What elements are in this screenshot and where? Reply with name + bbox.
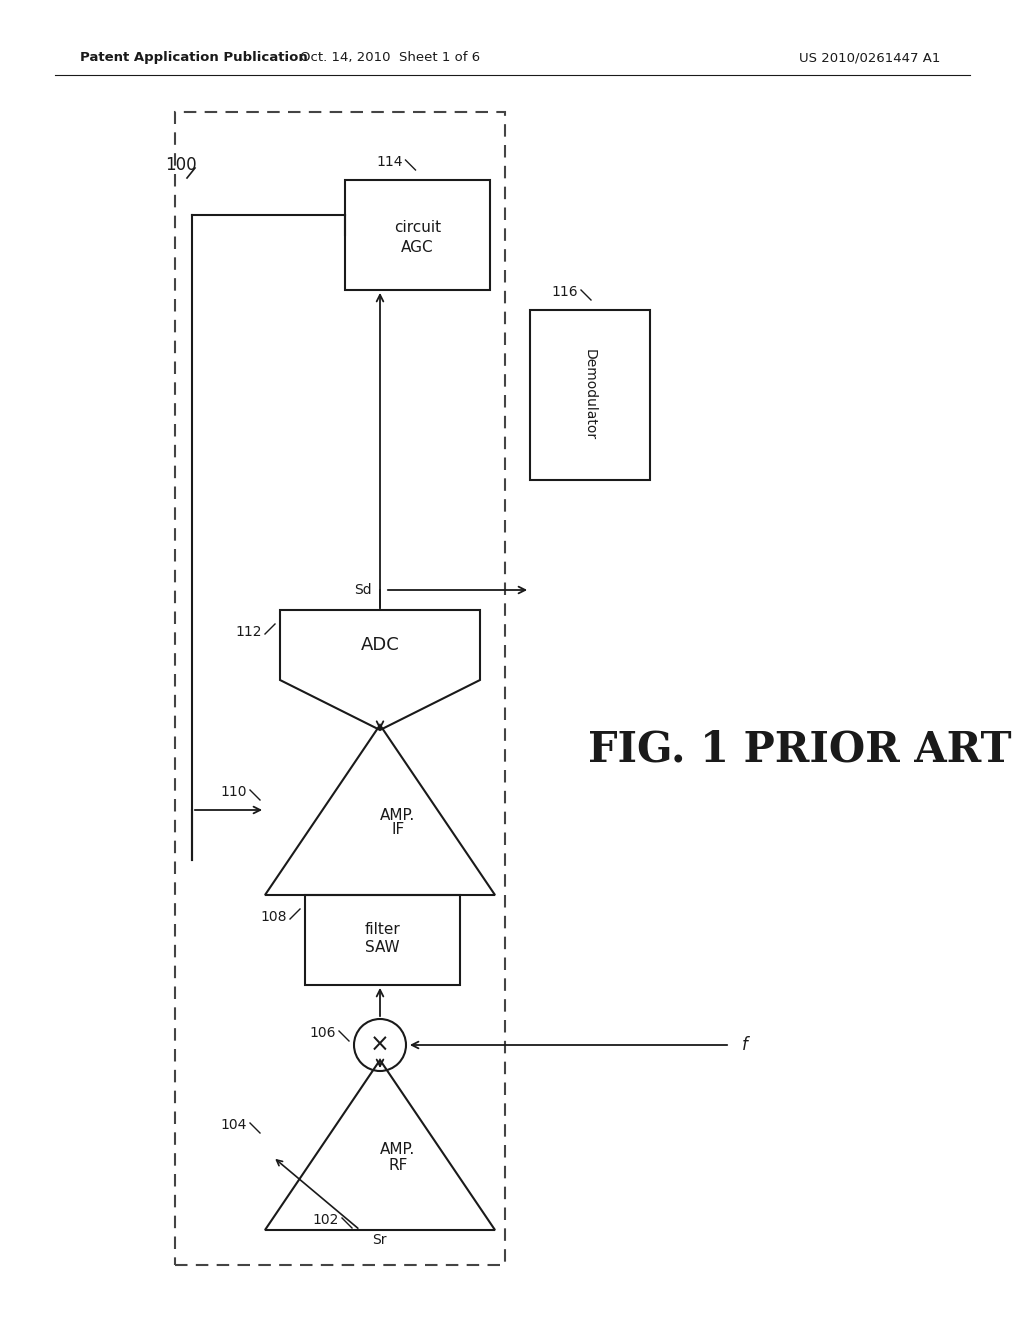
Text: 116: 116 bbox=[551, 285, 578, 300]
Text: Sr: Sr bbox=[372, 1233, 386, 1247]
Text: f: f bbox=[742, 1036, 748, 1053]
Text: 112: 112 bbox=[236, 624, 262, 639]
Text: AMP.: AMP. bbox=[380, 1143, 416, 1158]
Text: RF: RF bbox=[388, 1158, 408, 1172]
Bar bbox=[175, 112, 505, 1265]
Text: circuit: circuit bbox=[394, 219, 441, 235]
Bar bbox=[345, 180, 490, 290]
Text: 108: 108 bbox=[260, 909, 287, 924]
Bar bbox=[530, 310, 650, 480]
Text: ADC: ADC bbox=[360, 636, 399, 653]
Text: 106: 106 bbox=[309, 1026, 336, 1040]
Text: US 2010/0261447 A1: US 2010/0261447 A1 bbox=[799, 51, 940, 65]
Text: 102: 102 bbox=[312, 1213, 338, 1228]
Text: Oct. 14, 2010  Sheet 1 of 6: Oct. 14, 2010 Sheet 1 of 6 bbox=[300, 51, 480, 65]
Text: 104: 104 bbox=[220, 1118, 247, 1133]
Text: 114: 114 bbox=[376, 154, 402, 169]
Text: ×: × bbox=[370, 1034, 390, 1057]
Text: 100: 100 bbox=[165, 156, 197, 174]
Text: Demodulator: Demodulator bbox=[583, 350, 597, 441]
Text: 110: 110 bbox=[220, 785, 247, 799]
Text: Patent Application Publication: Patent Application Publication bbox=[80, 51, 308, 65]
Text: Sd: Sd bbox=[354, 583, 372, 597]
Text: FIG. 1 PRIOR ART: FIG. 1 PRIOR ART bbox=[588, 729, 1012, 771]
Text: filter: filter bbox=[365, 923, 400, 937]
Text: AGC: AGC bbox=[401, 239, 434, 255]
Text: IF: IF bbox=[391, 822, 404, 837]
Text: SAW: SAW bbox=[366, 940, 399, 956]
Bar bbox=[305, 895, 460, 985]
Text: AMP.: AMP. bbox=[380, 808, 416, 822]
